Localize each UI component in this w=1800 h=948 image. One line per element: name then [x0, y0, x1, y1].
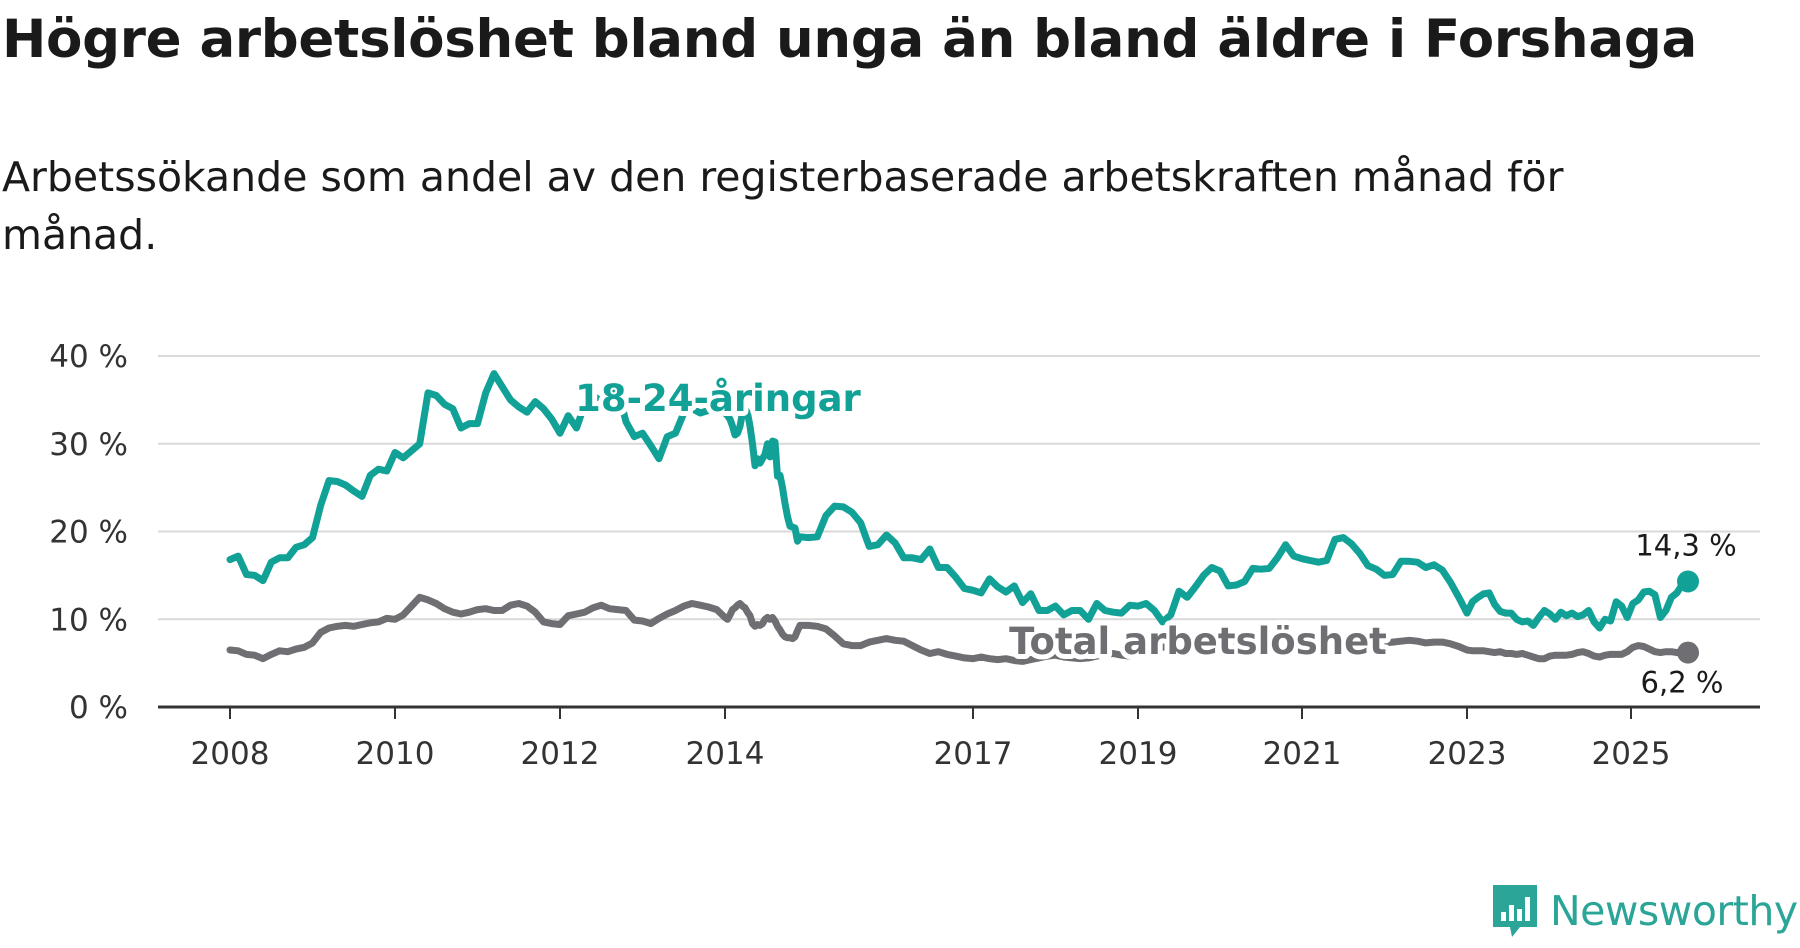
total-series-label-halo: Total arbetslöshet: [1009, 620, 1387, 663]
y-axis: 0 % 10 % 20 % 30 % 40 %: [49, 339, 128, 726]
brand-name: Newsworthy: [1550, 887, 1798, 935]
gridlines: [158, 355, 1760, 621]
chart-title: Högre arbetslöshet bland unga än bland ä…: [2, 9, 1697, 70]
youth-series-label-halo: 18-24-åringar: [575, 377, 861, 420]
newsworthy-brand: Newsworthy: [1490, 882, 1798, 940]
x-tick-label: 2010: [356, 736, 435, 772]
total-end-value: 6,2 %: [1641, 666, 1724, 700]
x-tick-label: 2019: [1099, 736, 1178, 772]
newsworthy-logo-icon: [1493, 885, 1537, 937]
youth-end-value: 14,3 %: [1635, 529, 1736, 563]
y-tick-label: 40 %: [49, 339, 128, 375]
x-tick-label: 2014: [686, 736, 765, 772]
series: [226, 370, 1699, 665]
y-tick-label: 10 %: [49, 602, 128, 638]
x-tick-label: 2008: [191, 736, 270, 772]
x-tick-label: 2021: [1263, 736, 1342, 772]
youth-series-label: 18-24-åringar: [575, 377, 861, 420]
total-series-label: Total arbetslöshet: [1009, 620, 1387, 663]
y-tick-label: 30 %: [49, 427, 128, 463]
total-line-end-point: [1677, 641, 1699, 664]
youth-line-end-point: [1677, 570, 1699, 593]
x-tick-label: 2023: [1428, 736, 1507, 772]
x-tick-label: 2012: [521, 736, 600, 772]
x-axis: 2008 2010 2012 2014 2017 2019 2021 2023 2025: [158, 705, 1760, 772]
x-tick-label: 2025: [1592, 736, 1671, 772]
youth-line: [226, 370, 1692, 632]
y-tick-label: 0 %: [69, 690, 128, 726]
total-line: [226, 593, 1692, 665]
y-tick-label: 20 %: [49, 515, 128, 551]
chart-subtitle: Arbetssökande som andel av den registerb…: [2, 153, 1564, 259]
x-tick-label: 2017: [934, 736, 1013, 772]
